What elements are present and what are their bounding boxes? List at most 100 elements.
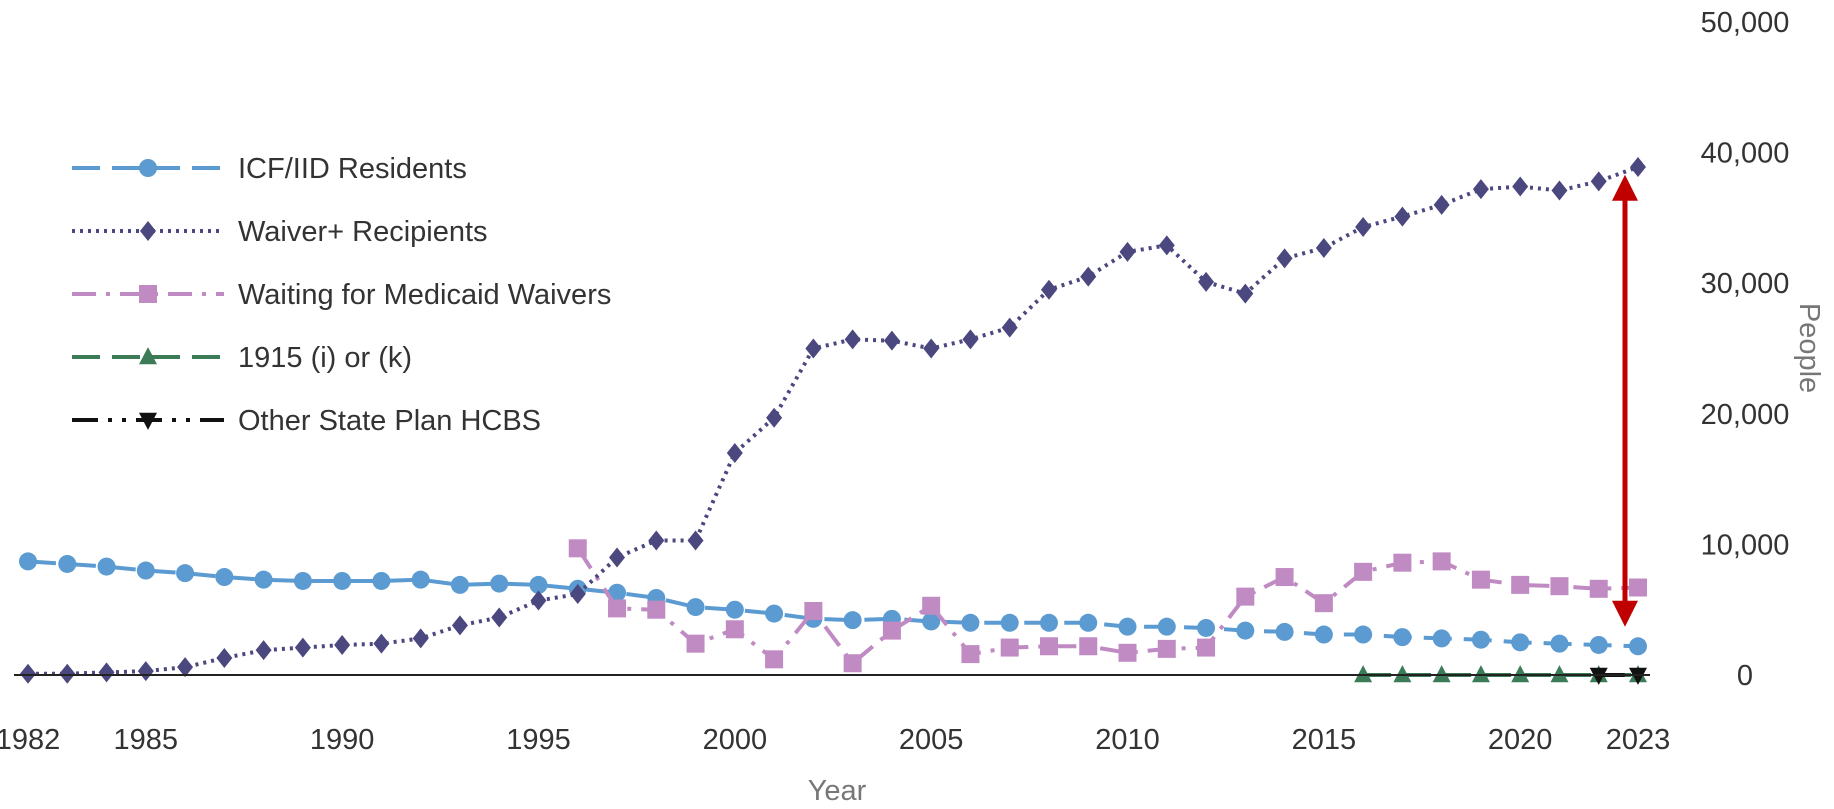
data-point: [1393, 628, 1412, 647]
data-point: [1080, 266, 1097, 287]
data-point: [1355, 217, 1372, 238]
annotation-arrowhead-top: [1612, 174, 1638, 201]
legend: ICF/IID Residents Waiver+ Recipients Waiti…: [72, 153, 611, 437]
x-axis-title: Year: [808, 775, 867, 807]
data-point: [1158, 235, 1175, 256]
data-point: [451, 615, 468, 636]
data-point: [1237, 283, 1254, 304]
x-tick-label: 2010: [1095, 724, 1160, 756]
x-tick-label: 2000: [703, 724, 768, 756]
data-point: [1315, 237, 1332, 258]
data-point: [1000, 638, 1019, 657]
data-point: [98, 662, 115, 683]
x-tick-label: 1995: [506, 724, 571, 756]
data-point: [647, 600, 666, 619]
y-tick-label: 40,000: [1701, 138, 1790, 170]
data-point: [254, 570, 273, 589]
data-point: [373, 633, 390, 654]
data-point: [882, 621, 901, 640]
data-point: [1511, 575, 1530, 594]
data-point: [97, 557, 116, 576]
data-point: [1354, 625, 1373, 644]
data-point: [1589, 667, 1608, 685]
data-point: [20, 663, 36, 684]
series-4: [1589, 667, 1647, 685]
data-point: [961, 645, 980, 664]
data-point: [609, 547, 626, 568]
y-axis-title: People: [1793, 303, 1825, 393]
data-point: [805, 338, 822, 359]
legend-item-3: 1915 (i) or (k): [72, 342, 412, 374]
legend-item-1: Waiver+ Recipients: [72, 216, 488, 248]
legend-label: ICF/IID Residents: [238, 153, 467, 185]
data-point: [648, 530, 665, 551]
legend-marker: [139, 347, 157, 365]
data-point: [725, 620, 744, 639]
data-point: [490, 574, 509, 593]
data-point: [1040, 279, 1057, 300]
legend-item-0: ICF/IID Residents: [72, 153, 467, 185]
x-tick-label: 2015: [1292, 724, 1357, 756]
data-point: [450, 575, 469, 594]
x-tick-label: 1985: [114, 724, 179, 756]
data-point: [1471, 570, 1490, 589]
data-point: [1119, 241, 1136, 262]
series-line: [576, 547, 1639, 666]
data-point: [1432, 665, 1451, 683]
data-point: [1118, 643, 1137, 662]
legend-item-2: Waiting for Medicaid Waivers: [72, 279, 611, 311]
y-tick-label: 10,000: [1701, 529, 1790, 561]
data-point: [883, 330, 900, 351]
data-point: [569, 584, 586, 605]
data-point: [1079, 613, 1098, 632]
x-tick-label: 2005: [899, 724, 964, 756]
data-point: [293, 571, 312, 590]
data-point: [1432, 552, 1451, 571]
data-point: [1275, 568, 1294, 587]
legend-marker: [139, 159, 157, 177]
data-point: [843, 611, 862, 630]
data-point: [686, 634, 705, 653]
data-point: [176, 564, 195, 583]
data-point: [726, 442, 743, 463]
annotation-layer: [1612, 174, 1638, 627]
x-tick-label: 2020: [1488, 724, 1553, 756]
data-point: [1590, 171, 1607, 192]
data-point: [1236, 587, 1255, 606]
data-point: [1432, 629, 1451, 648]
data-point: [766, 407, 783, 428]
data-point: [765, 650, 784, 669]
data-point: [1589, 579, 1608, 598]
annotation-arrowhead-bottom: [1612, 600, 1638, 627]
data-point: [1197, 638, 1216, 657]
data-point: [1511, 665, 1530, 683]
data-point: [1314, 594, 1333, 613]
data-point: [1001, 317, 1018, 338]
data-point: [1314, 625, 1333, 644]
legend-label: Other State Plan HCBS: [238, 405, 541, 437]
data-point: [725, 600, 744, 619]
data-point: [294, 637, 311, 658]
data-point: [1118, 617, 1137, 636]
data-point: [372, 571, 391, 590]
x-tick-label: 2023: [1606, 724, 1671, 756]
legend-label: 1915 (i) or (k): [238, 342, 412, 374]
data-point: [922, 612, 941, 631]
legend-item-4: Other State Plan HCBS: [72, 405, 541, 437]
data-point: [136, 561, 155, 580]
data-point: [334, 634, 351, 655]
data-point: [1630, 156, 1646, 177]
data-point: [804, 602, 823, 621]
data-point: [1629, 667, 1647, 685]
data-point: [1039, 637, 1058, 656]
data-point: [215, 568, 234, 587]
data-point: [961, 613, 980, 632]
data-point: [608, 599, 627, 618]
data-point: [216, 648, 233, 669]
data-point: [1039, 613, 1058, 632]
data-point: [411, 570, 430, 589]
data-point: [568, 539, 587, 558]
data-point: [1471, 630, 1490, 649]
